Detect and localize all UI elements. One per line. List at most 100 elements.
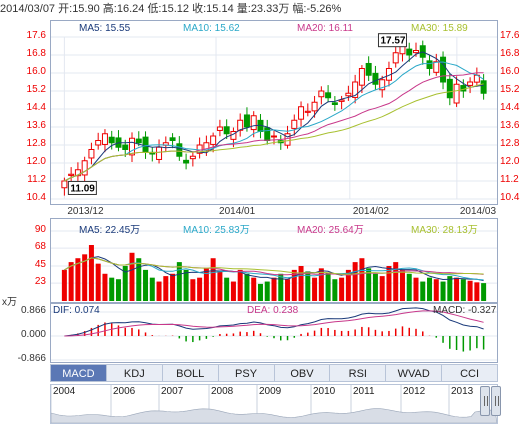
volume-chart-panel[interactable]: MA5: 22.45万 MA10: 25.83万 MA20: 25.64万 MA… [50, 218, 498, 303]
candle-body [243, 114, 250, 128]
tab-wvad[interactable]: WVAD [386, 364, 443, 382]
candle-body [189, 155, 196, 160]
price-x-tick: 2014/02 [352, 206, 389, 217]
timeline-year: 2008 [211, 386, 234, 397]
tab-psy[interactable]: PSY [218, 364, 275, 382]
price-chart-panel[interactable]: 17.57 11.09 MA5: 15.55 MA10: 15.62 MA20: … [50, 20, 498, 205]
volume-bar [237, 269, 243, 301]
volume-bar [393, 262, 399, 301]
candle-body [223, 126, 230, 135]
price-y-tick-right: 12.0 [500, 156, 520, 167]
candle-body [88, 149, 95, 159]
macd-chart-panel[interactable]: DIF: 0.074 DEA: 0.238 MACD: -0.327 [50, 303, 498, 363]
volume-ma5-line [64, 256, 484, 282]
volume-bar [183, 269, 189, 301]
candle-body [250, 115, 257, 131]
price-y-tick-right: 16.0 [500, 66, 520, 77]
volume-bar [285, 279, 291, 301]
volume-bar [68, 262, 74, 301]
timeline-year: 2010 [313, 386, 336, 397]
candle-body [433, 61, 440, 73]
price-y-tick-right: 16.8 [500, 48, 520, 59]
volume-bar [433, 279, 439, 301]
macd-chart[interactable] [51, 304, 497, 362]
candle-body [446, 78, 453, 99]
candle-body [291, 119, 298, 129]
volume-bar [88, 245, 94, 301]
dif-line [64, 307, 484, 337]
candle-body [108, 136, 115, 144]
volume-bar [481, 283, 487, 301]
macd-y-tick: 0.000 [20, 329, 46, 340]
timeline-year: 2004 [53, 386, 76, 397]
tab-cci[interactable]: CCI [442, 364, 498, 382]
volume-chart[interactable] [51, 219, 497, 302]
timeline-area [51, 408, 497, 423]
volume-ma30-line [64, 257, 484, 275]
vol-ma30-legend: MA30: 28.13万 [411, 225, 478, 236]
price-y-tick-left: 11.2 [27, 174, 46, 185]
ma5-legend: MA5: 15.55 [79, 23, 131, 34]
volume-bar [197, 277, 203, 301]
timeline-navigator[interactable]: 2004 2006 2007 2008 2009 2010 2011 2012 2013 [50, 384, 498, 424]
timeline-left-handle[interactable] [480, 386, 490, 416]
candle-body [135, 138, 142, 144]
volume-y-tick: 68 [34, 241, 46, 253]
tab-obv[interactable]: OBV [274, 364, 331, 382]
ma20-legend: MA20: 16.11 [297, 23, 353, 34]
price-y-tick-right: 10.4 [500, 192, 520, 203]
candle-body [81, 160, 88, 176]
candle-body [176, 143, 183, 157]
candle-body [101, 133, 108, 145]
volume-bar [366, 268, 372, 301]
volume-bar [339, 277, 345, 301]
timeline-right-handle[interactable] [491, 386, 501, 416]
tab-macd[interactable]: MACD [50, 364, 107, 382]
min-callout-text: 11.09 [70, 183, 95, 194]
volume-bar [298, 266, 304, 301]
price-y-tick-left: 13.6 [26, 120, 46, 131]
candle-body [440, 56, 447, 83]
volume-bar [440, 281, 446, 301]
volume-bar [251, 277, 257, 301]
volume-bar [95, 263, 101, 301]
price-y-tick-left: 16.8 [26, 48, 46, 59]
price-x-tick: 2014/01 [219, 206, 256, 217]
timeline-year: 2007 [161, 386, 184, 397]
price-y-tick-left: 15.2 [26, 84, 46, 95]
timeline-chart [51, 385, 497, 423]
candle-body [338, 99, 345, 102]
volume-bar [291, 269, 297, 301]
price-y-tick-right: 17.6 [500, 30, 520, 41]
tab-boll[interactable]: BOLL [162, 364, 219, 382]
price-chart[interactable]: 17.57 11.09 [51, 21, 497, 204]
candle-body [318, 90, 325, 98]
ma30-line [64, 83, 484, 182]
volume-bar [447, 276, 453, 301]
candle-body [284, 133, 291, 146]
candle-body [271, 135, 277, 138]
volume-bar [312, 277, 318, 301]
candle-body [122, 144, 129, 150]
tab-kdj[interactable]: KDJ [106, 364, 163, 382]
ma10-legend: MA10: 15.62 [183, 23, 240, 34]
volume-bar [352, 262, 358, 301]
volume-bar [271, 277, 277, 301]
timeline-year: 2011 [353, 386, 375, 397]
volume-bar [203, 268, 209, 301]
volume-bar [230, 281, 236, 301]
candle-body [304, 110, 311, 113]
volume-bar [406, 273, 412, 301]
volume-unit: x万 [2, 297, 17, 308]
volume-bar [379, 276, 385, 301]
vol-ma10-legend: MA10: 25.83万 [183, 225, 250, 236]
tab-rsi[interactable]: RSI [330, 364, 387, 382]
volume-bar [82, 254, 88, 301]
candle-body [156, 146, 163, 160]
volume-bar [345, 269, 351, 301]
low-value: 15.12 [161, 3, 190, 15]
candle-body [169, 137, 176, 142]
price-y-tick-left: 16.0 [26, 66, 46, 77]
close-value: 15.14 [206, 3, 234, 15]
candle-body [379, 79, 386, 91]
